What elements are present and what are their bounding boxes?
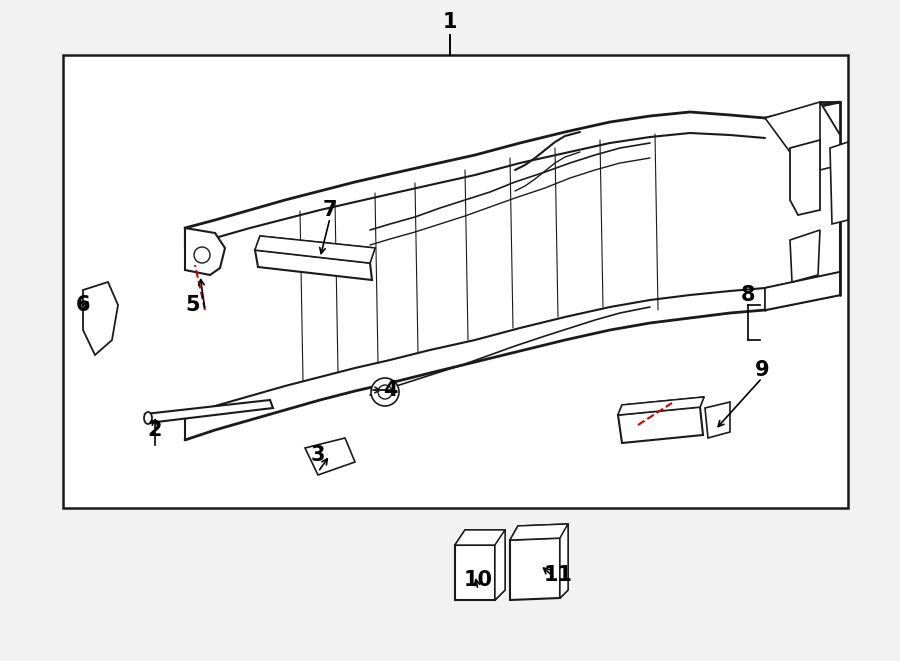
Text: 10: 10 bbox=[464, 570, 492, 590]
Polygon shape bbox=[820, 102, 840, 170]
Polygon shape bbox=[255, 236, 375, 263]
Polygon shape bbox=[790, 140, 820, 215]
Text: 8: 8 bbox=[741, 285, 755, 305]
Bar bbox=[63, 55, 848, 508]
Text: 11: 11 bbox=[544, 565, 572, 585]
Text: 2: 2 bbox=[148, 420, 162, 440]
Circle shape bbox=[194, 247, 210, 263]
Text: 9: 9 bbox=[755, 360, 770, 380]
Polygon shape bbox=[455, 530, 505, 545]
Text: 5: 5 bbox=[185, 295, 201, 315]
Polygon shape bbox=[790, 230, 820, 282]
Text: 3: 3 bbox=[310, 445, 325, 465]
Polygon shape bbox=[455, 545, 495, 600]
Polygon shape bbox=[765, 102, 840, 152]
Text: 1: 1 bbox=[443, 12, 457, 32]
Polygon shape bbox=[255, 250, 372, 280]
Polygon shape bbox=[510, 524, 568, 540]
Polygon shape bbox=[83, 282, 118, 355]
Polygon shape bbox=[765, 272, 840, 310]
Text: 7: 7 bbox=[323, 200, 338, 220]
Polygon shape bbox=[705, 402, 730, 438]
Polygon shape bbox=[510, 538, 560, 600]
Polygon shape bbox=[830, 142, 848, 224]
Ellipse shape bbox=[144, 412, 152, 424]
Circle shape bbox=[371, 378, 399, 406]
Circle shape bbox=[378, 385, 392, 399]
Polygon shape bbox=[495, 530, 505, 600]
Polygon shape bbox=[145, 400, 273, 423]
Polygon shape bbox=[560, 524, 568, 598]
Polygon shape bbox=[618, 407, 703, 443]
Polygon shape bbox=[185, 228, 225, 275]
Text: 4: 4 bbox=[382, 380, 397, 400]
Text: 6: 6 bbox=[76, 295, 90, 315]
Polygon shape bbox=[618, 397, 704, 415]
Polygon shape bbox=[305, 438, 355, 475]
